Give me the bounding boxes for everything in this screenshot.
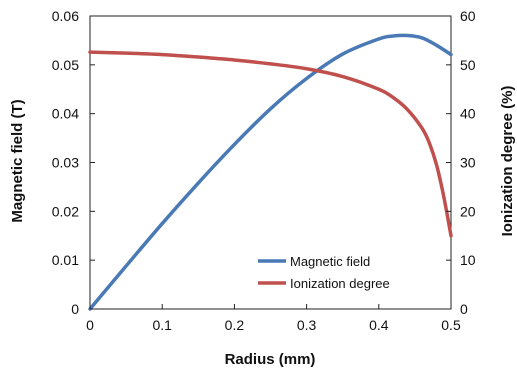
series-line-magnetic-field xyxy=(88,33,453,311)
plot-frame xyxy=(89,15,452,310)
x-tick-label: 0 xyxy=(86,317,94,333)
y-left-tick-label: 0.05 xyxy=(52,57,79,73)
y-left-tick-label: 0.02 xyxy=(52,203,79,219)
ticks-layer: 0 0.1 0.2 0.3 0.4 0.500.010.020.030.040.050.0… xyxy=(52,8,476,333)
series-layer xyxy=(88,33,453,311)
y-left-tick-label: 0 xyxy=(71,301,79,317)
x-tick-label: 0.3 xyxy=(297,317,317,333)
y-right-tick-label: 30 xyxy=(460,155,476,171)
y-left-tick-label: 0.06 xyxy=(52,8,79,24)
y-left-axis-title: Magnetic field (T) xyxy=(9,99,26,222)
x-tick-label: 0.2 xyxy=(225,317,245,333)
x-tick-label: 0.1 xyxy=(152,317,172,333)
y-right-tick-label: 20 xyxy=(460,203,476,219)
series-line-ionization-degree xyxy=(88,50,453,238)
y-right-tick-label: 0 xyxy=(460,301,468,317)
x-tick-label: 0.4 xyxy=(369,317,389,333)
legend: Magnetic field Ionization degree xyxy=(258,254,390,291)
legend-label-magnetic-field: Magnetic field xyxy=(290,254,370,269)
x-axis-title: Radius (mm) xyxy=(225,351,316,368)
x-tick-label: 0.5 xyxy=(441,317,461,333)
y-right-tick-label: 60 xyxy=(460,8,476,24)
plot-border xyxy=(89,15,452,310)
y-left-tick-label: 0.01 xyxy=(52,252,79,268)
y-right-tick-label: 10 xyxy=(460,252,476,268)
legend-label-ionization-degree: Ionization degree xyxy=(290,276,390,291)
y-right-tick-label: 50 xyxy=(460,57,476,73)
y-left-tick-label: 0.03 xyxy=(52,155,79,171)
y-right-tick-label: 40 xyxy=(460,106,476,122)
y-right-axis-title: Ionization degree (%) xyxy=(499,86,516,237)
y-left-tick-label: 0.04 xyxy=(52,106,79,122)
